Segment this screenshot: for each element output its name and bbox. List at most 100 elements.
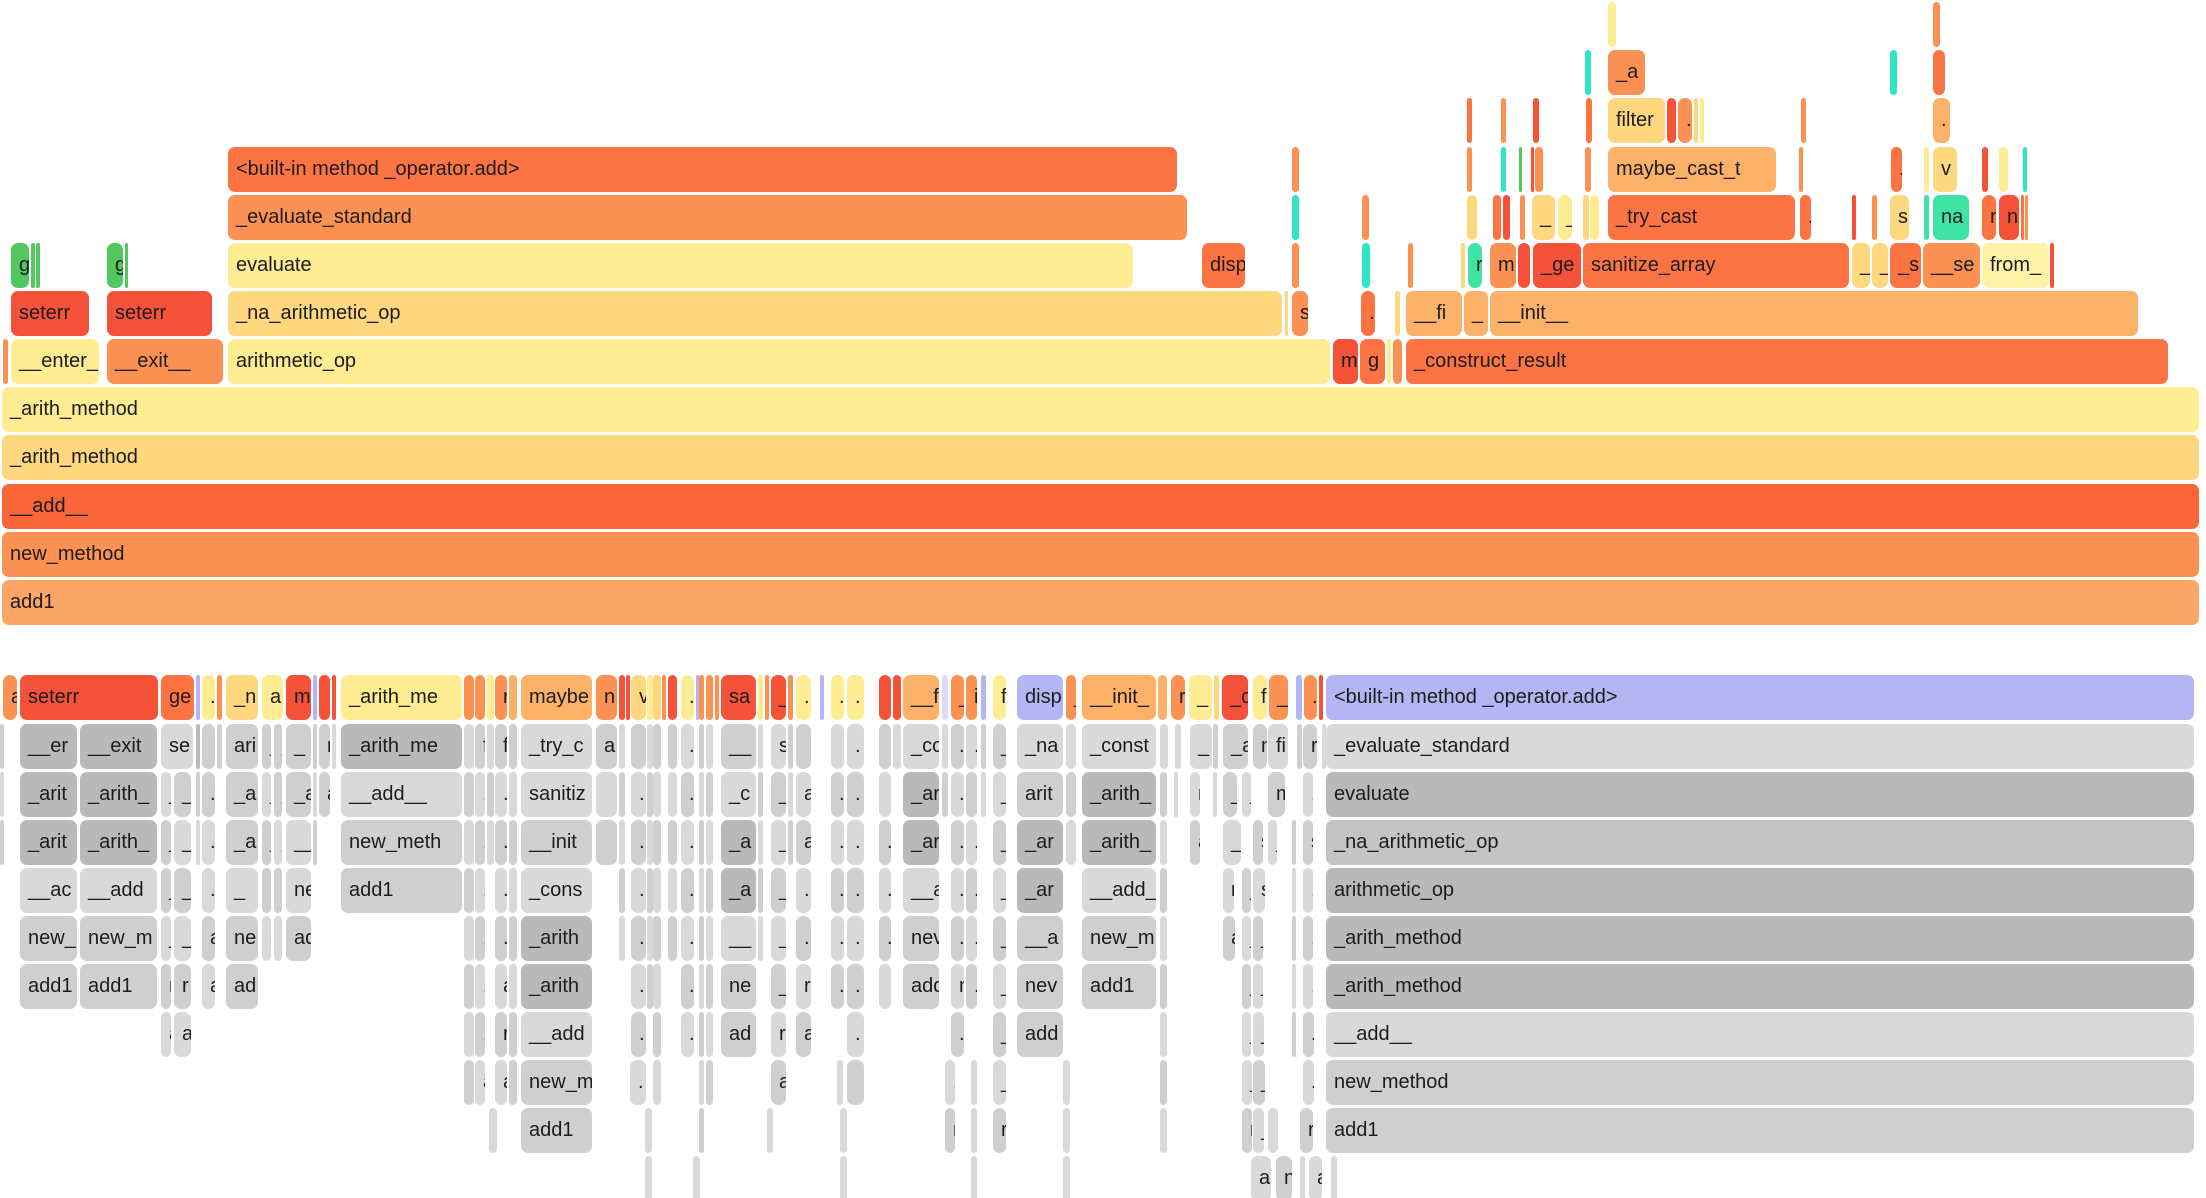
- frame[interactable]: .: [475, 1012, 485, 1057]
- frame[interactable]: .: [495, 820, 507, 865]
- frame[interactable]: add: [903, 964, 939, 1009]
- frame[interactable]: _: [771, 964, 786, 1009]
- frame[interactable]: from_: [1982, 243, 2049, 288]
- frame-sliver[interactable]: [487, 675, 494, 720]
- frame[interactable]: <built-in method _operator.add>: [228, 147, 1177, 192]
- frame[interactable]: _: [771, 868, 786, 913]
- frame-sliver[interactable]: [1890, 50, 1897, 95]
- frame[interactable]: _: [1242, 868, 1251, 913]
- frame-sliver[interactable]: [464, 916, 474, 961]
- frame[interactable]: r: [1468, 243, 1482, 288]
- frame-sliver[interactable]: [668, 675, 677, 720]
- frame-sliver[interactable]: [1700, 98, 1704, 143]
- frame[interactable]: new_m: [80, 916, 157, 961]
- frame-sliver[interactable]: [464, 1012, 474, 1057]
- frame[interactable]: arithmetic_op: [1326, 868, 2194, 913]
- frame[interactable]: __se: [1923, 243, 1980, 288]
- frame-sliver[interactable]: [1066, 820, 1076, 865]
- frame[interactable]: disp: [1202, 243, 1245, 288]
- frame[interactable]: __a: [903, 868, 939, 913]
- frame[interactable]: a: [796, 1012, 811, 1057]
- frame-sliver[interactable]: [1501, 98, 1506, 143]
- frame[interactable]: n: [1190, 772, 1200, 817]
- frame-sliver[interactable]: [668, 916, 677, 961]
- frame-sliver[interactable]: [619, 916, 625, 961]
- frame-sliver[interactable]: [1175, 724, 1181, 769]
- frame[interactable]: .: [879, 820, 891, 865]
- frame-sliver[interactable]: [464, 675, 474, 720]
- frame[interactable]: v: [1933, 147, 1957, 192]
- frame-sliver[interactable]: [313, 772, 317, 817]
- frame[interactable]: .: [847, 868, 864, 913]
- frame-sliver[interactable]: [879, 724, 891, 769]
- frame-sliver[interactable]: [332, 675, 336, 720]
- frame-sliver[interactable]: [765, 675, 769, 720]
- frame[interactable]: a: [174, 1012, 191, 1057]
- frame[interactable]: _a: [286, 772, 311, 817]
- frame[interactable]: a: [509, 964, 517, 1009]
- frame-sliver[interactable]: [1872, 195, 1877, 240]
- frame[interactable]: .: [831, 868, 844, 913]
- frame-sliver[interactable]: [1292, 964, 1296, 1009]
- frame[interactable]: .: [951, 1012, 964, 1057]
- frame[interactable]: _: [771, 916, 786, 961]
- frame-sliver[interactable]: [942, 675, 948, 720]
- frame-sliver[interactable]: [2023, 147, 2027, 192]
- frame-sliver[interactable]: [596, 772, 617, 817]
- frame-sliver[interactable]: [706, 868, 713, 913]
- frame[interactable]: .: [475, 916, 485, 961]
- frame[interactable]: _: [1242, 964, 1251, 1009]
- frame[interactable]: new_m: [521, 1060, 592, 1105]
- frame-sliver[interactable]: [1160, 1060, 1167, 1105]
- frame[interactable]: f: [475, 724, 485, 769]
- frame[interactable]: ad: [1223, 916, 1235, 961]
- frame[interactable]: __add__: [2, 484, 2199, 529]
- frame-sliver[interactable]: [1292, 868, 1296, 913]
- frame-sliver[interactable]: [696, 675, 699, 720]
- frame-sliver[interactable]: [196, 724, 200, 769]
- frame[interactable]: r: [771, 1012, 786, 1057]
- frame[interactable]: .: [831, 964, 844, 1009]
- frame-sliver[interactable]: [1395, 291, 1400, 336]
- frame[interactable]: new_method: [1326, 1060, 2194, 1105]
- frame[interactable]: .: [1303, 964, 1313, 1009]
- frame[interactable]: a: [495, 964, 507, 1009]
- frame[interactable]: g: [107, 243, 123, 288]
- frame[interactable]: maybe: [521, 675, 592, 720]
- frame[interactable]: .: [631, 1012, 646, 1057]
- frame-sliver[interactable]: [196, 772, 200, 817]
- frame-sliver[interactable]: [2025, 195, 2028, 240]
- frame[interactable]: _arith_method: [1326, 964, 2194, 1009]
- frame-sliver[interactable]: [767, 1108, 773, 1153]
- frame-sliver[interactable]: [1520, 195, 1525, 240]
- frame[interactable]: _arit: [20, 820, 77, 865]
- frame[interactable]: __init: [521, 820, 592, 865]
- frame-sliver[interactable]: [464, 820, 474, 865]
- frame[interactable]: m: [1268, 772, 1285, 817]
- frame-sliver[interactable]: [788, 675, 793, 720]
- frame-sliver[interactable]: [879, 964, 891, 1009]
- frame-sliver[interactable]: [626, 675, 630, 720]
- frame[interactable]: _: [161, 868, 171, 913]
- frame[interactable]: a: [202, 916, 215, 961]
- frame-sliver[interactable]: [699, 964, 704, 1009]
- frame-sliver[interactable]: [1467, 195, 1477, 240]
- frame[interactable]: a: [3, 675, 17, 720]
- frame[interactable]: ne: [1223, 868, 1234, 913]
- frame[interactable]: _: [1852, 243, 1870, 288]
- frame[interactable]: r: [993, 1108, 1006, 1153]
- frame[interactable]: .: [631, 772, 646, 817]
- frame-sliver[interactable]: [1590, 195, 1599, 240]
- frame-sliver[interactable]: [1694, 98, 1698, 143]
- frame-sliver[interactable]: [1586, 98, 1592, 143]
- frame-sliver[interactable]: [313, 724, 317, 769]
- frame[interactable]: __fi: [1406, 291, 1462, 336]
- frame[interactable]: r: [495, 675, 507, 720]
- frame-sliver[interactable]: [647, 964, 653, 1009]
- frame-sliver[interactable]: [1063, 1060, 1070, 1105]
- frame-sliver[interactable]: [1319, 675, 1323, 720]
- frame[interactable]: _ge: [1533, 243, 1581, 288]
- frame[interactable]: _: [161, 820, 171, 865]
- frame-sliver[interactable]: [489, 1108, 497, 1153]
- frame-sliver[interactable]: [758, 916, 763, 961]
